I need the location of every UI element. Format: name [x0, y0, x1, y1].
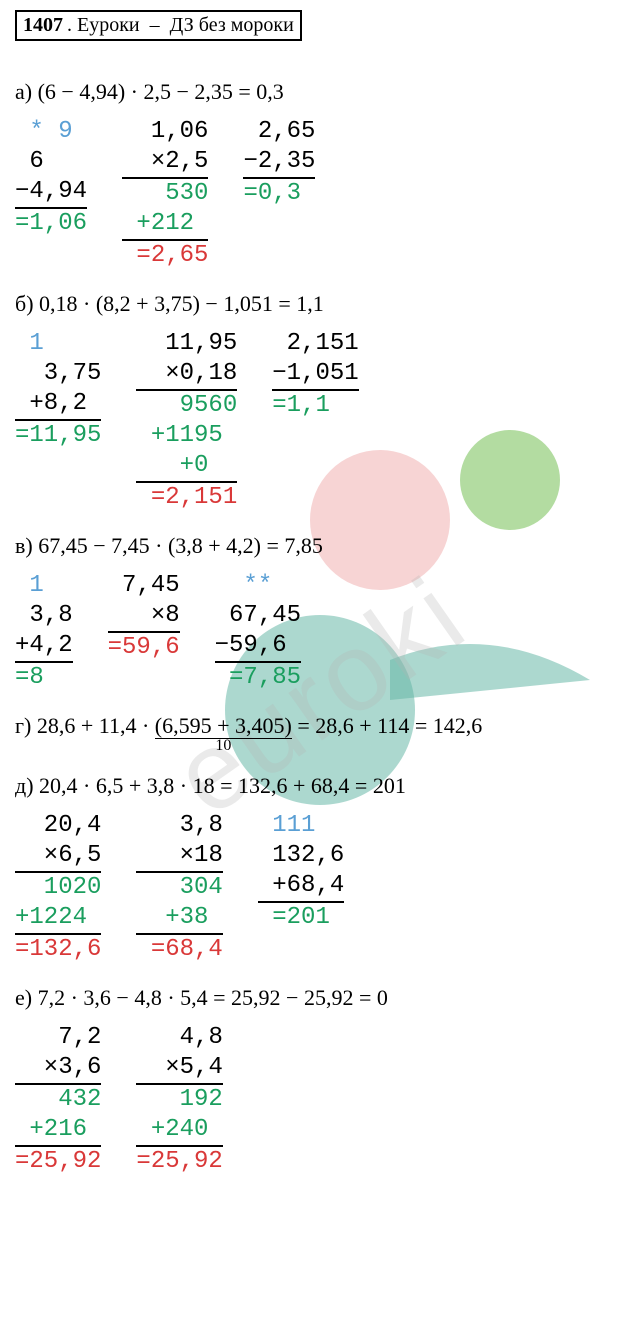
calc-e2: 4,8 ×5,4 192 +240 =25,92 [136, 1023, 222, 1177]
calc-a2: 1,06 ×2,5 530 +212 =2,65 [122, 117, 208, 271]
calc-a1: * 9 6 −4,94 =1,06 [15, 117, 87, 271]
problem-b: б) 0,18 · (8,2 + 3,75) − 1,051 = 1,1 [15, 291, 624, 317]
calc-row-a: * 9 6 −4,94 =1,06 1,06 ×2,5 530 +212 =2,… [15, 117, 624, 271]
header-box: 1407. Еуроки – ДЗ без мороки [15, 10, 302, 41]
calc-e1: 7,2 ×3,6 432 +216 =25,92 [15, 1023, 101, 1177]
calc-b1: 1 3,75 +8,2 =11,95 [15, 329, 101, 513]
problem-number: 1407 [23, 14, 63, 36]
problem-d: д) 20,4 · 6,5 + 3,8 · 18 = 132,6 + 68,4 … [15, 773, 624, 799]
calc-row-b: 1 3,75 +8,2 =11,95 11,95 ×0,18 9560 +119… [15, 329, 624, 513]
problem-e: е) 7,2 · 3,6 − 4,8 · 5,4 = 25,92 − 25,92… [15, 985, 624, 1011]
calc-b3: 2,151 −1,051 =1,1 [272, 329, 358, 513]
problem-v: в) 67,45 − 7,45 · (3,8 + 4,2) = 7,85 [15, 533, 624, 559]
calc-v1: 1 3,8 +4,2 =8 [15, 571, 73, 693]
header-brand: . Еуроки – ДЗ без мороки [63, 14, 294, 36]
calc-d2: 3,8 ×18 304 +38 =68,4 [136, 811, 222, 965]
problem-g: г) 28,6 + 11,4 · (6,595 + 3,405)10 = 28,… [15, 713, 624, 755]
calc-row-d: 20,4 ×6,5 1020 +1224 =132,6 3,8 ×18 304 … [15, 811, 624, 965]
calc-row-e: 7,2 ×3,6 432 +216 =25,92 4,8 ×5,4 192 +2… [15, 1023, 624, 1177]
calc-row-v: 1 3,8 +4,2 =8 7,45 ×8 =59,6 ** 67,45 −59… [15, 571, 624, 693]
calc-b2: 11,95 ×0,18 9560 +1195 +0 =2,151 [136, 329, 237, 513]
calc-a3: 2,65 −2,35 =0,3 [243, 117, 315, 271]
calc-v3: ** 67,45 −59,6 =7,85 [215, 571, 301, 693]
calc-d3: 111 132,6 +68,4 =201 [258, 811, 344, 965]
calc-d1: 20,4 ×6,5 1020 +1224 =132,6 [15, 811, 101, 965]
problem-a: а) (6 − 4,94) · 2,5 − 2,35 = 0,3 [15, 79, 624, 105]
calc-v2: 7,45 ×8 =59,6 [108, 571, 180, 693]
